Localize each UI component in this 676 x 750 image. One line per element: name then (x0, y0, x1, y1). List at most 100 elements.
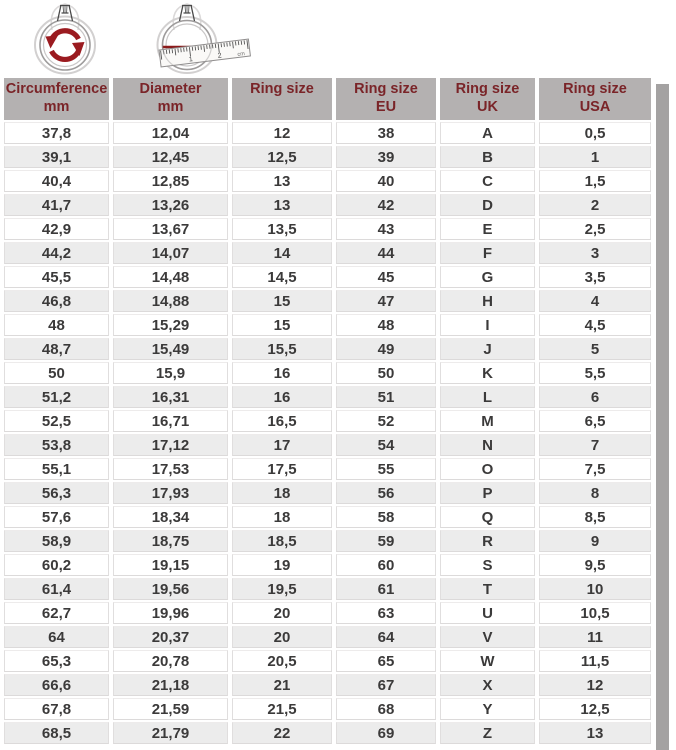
table-cell: 12,5 (232, 146, 332, 169)
table-cell: M (440, 410, 535, 433)
table-cell: 50 (4, 362, 109, 385)
table-header: Circumference mm Diameter mm Ring size R… (4, 78, 651, 121)
table-cell: 1 (539, 146, 651, 169)
table-cell: 12,5 (539, 698, 651, 721)
table-cell: 58 (336, 506, 436, 529)
table-cell: 56 (336, 482, 436, 505)
table-cell: 9,5 (539, 554, 651, 577)
table-cell: C (440, 170, 535, 193)
table-cell: 53,8 (4, 434, 109, 457)
table-cell: 0,5 (539, 122, 651, 145)
table-cell: 3 (539, 242, 651, 265)
table-cell: 15 (232, 314, 332, 337)
table-cell: 6 (539, 386, 651, 409)
table-cell: 42,9 (4, 218, 109, 241)
ring-prong-setting (56, 4, 74, 22)
table-cell: D (440, 194, 535, 217)
table-cell: 6,5 (539, 410, 651, 433)
table-row: 37,8 12,04 12 38 A 0,5 (4, 122, 651, 145)
table-cell: Z (440, 722, 535, 745)
table-cell: 16,71 (113, 410, 228, 433)
table-cell: 14,07 (113, 242, 228, 265)
table-cell: 8,5 (539, 506, 651, 529)
table-cell: 15 (232, 290, 332, 313)
table-cell: 18,34 (113, 506, 228, 529)
table-cell: 56,3 (4, 482, 109, 505)
table-cell: 61,4 (4, 578, 109, 601)
table-cell: 14 (232, 242, 332, 265)
table-cell: 17,53 (113, 458, 228, 481)
table-cell: 13,67 (113, 218, 228, 241)
table-cell: 15,5 (232, 338, 332, 361)
table-cell: 3,5 (539, 266, 651, 289)
table-row: 48,7 15,49 15,5 49 J 5 (4, 338, 651, 361)
table-cell: 67 (336, 674, 436, 697)
table-cell: 4 (539, 290, 651, 313)
table-cell: 14,5 (232, 266, 332, 289)
table-cell: 19,5 (232, 578, 332, 601)
table-cell: 12,04 (113, 122, 228, 145)
table-row: 61,4 19,56 19,5 61 T 10 (4, 578, 651, 601)
table-cell: 20,5 (232, 650, 332, 673)
table-cell: 40,4 (4, 170, 109, 193)
table-cell: U (440, 602, 535, 625)
col-header-diameter-mm: Diameter mm (113, 78, 228, 121)
table-cell: 7,5 (539, 458, 651, 481)
col-header-label: Circumference (5, 81, 108, 97)
table-row: 60,2 19,15 19 60 S 9,5 (4, 554, 651, 577)
table-cell: B (440, 146, 535, 169)
table-cell: 44 (336, 242, 436, 265)
table-row: 46,8 14,88 15 47 H 4 (4, 290, 651, 313)
table-cell: 54 (336, 434, 436, 457)
table-cell: 18,5 (232, 530, 332, 553)
table-cell: Q (440, 506, 535, 529)
table-cell: 21,59 (113, 698, 228, 721)
table-cell: 16,5 (232, 410, 332, 433)
table-row: 57,6 18,34 18 58 Q 8,5 (4, 506, 651, 529)
col-header-label: Ring size (354, 81, 418, 97)
table-cell: 39 (336, 146, 436, 169)
table-row: 68,5 21,79 22 69 Z 13 (4, 722, 651, 745)
table-cell: 5 (539, 338, 651, 361)
table-cell: 44,2 (4, 242, 109, 265)
col-header-unit: USA (579, 98, 611, 115)
table-cell: 52 (336, 410, 436, 433)
ruler-icon: 1 2 cm (158, 38, 251, 68)
table-row: 45,5 14,48 14,5 45 G 3,5 (4, 266, 651, 289)
table-cell: T (440, 578, 535, 601)
table-cell: 17,12 (113, 434, 228, 457)
table-cell: 42 (336, 194, 436, 217)
table-cell: 59 (336, 530, 436, 553)
table-cell: 39,1 (4, 146, 109, 169)
table-cell: 15,29 (113, 314, 228, 337)
table-cell: O (440, 458, 535, 481)
table-row: 65,3 20,78 20,5 65 W 11,5 (4, 650, 651, 673)
table-row: 58,9 18,75 18,5 59 R 9 (4, 530, 651, 553)
table-row: 40,4 12,85 13 40 C 1,5 (4, 170, 651, 193)
table-cell: 21,79 (113, 722, 228, 745)
col-header-unit: mm (157, 98, 184, 115)
col-header-label: Ring size (250, 81, 314, 98)
ring-prong-setting (178, 4, 196, 22)
table-cell: 67,8 (4, 698, 109, 721)
table-cell: 19,96 (113, 602, 228, 625)
table-cell: 46,8 (4, 290, 109, 313)
table-cell: 14,88 (113, 290, 228, 313)
table-cell: K (440, 362, 535, 385)
table-cell: E (440, 218, 535, 241)
table-row: 53,8 17,12 17 54 N 7 (4, 434, 651, 457)
col-header-unit: mm (43, 98, 70, 115)
col-header-unit (232, 99, 332, 116)
table-cell: 45,5 (4, 266, 109, 289)
table-cell: 64 (4, 626, 109, 649)
ruler-label-2: 2 (217, 52, 222, 59)
table-cell: 48 (336, 314, 436, 337)
table-row: 51,2 16,31 16 51 L 6 (4, 386, 651, 409)
table-cell: 10,5 (539, 602, 651, 625)
table-row: 42,9 13,67 13,5 43 E 2,5 (4, 218, 651, 241)
table-row: 41,7 13,26 13 42 D 2 (4, 194, 651, 217)
table-cell: R (440, 530, 535, 553)
table-cell: 51,2 (4, 386, 109, 409)
table-row: 56,3 17,93 18 56 P 8 (4, 482, 651, 505)
